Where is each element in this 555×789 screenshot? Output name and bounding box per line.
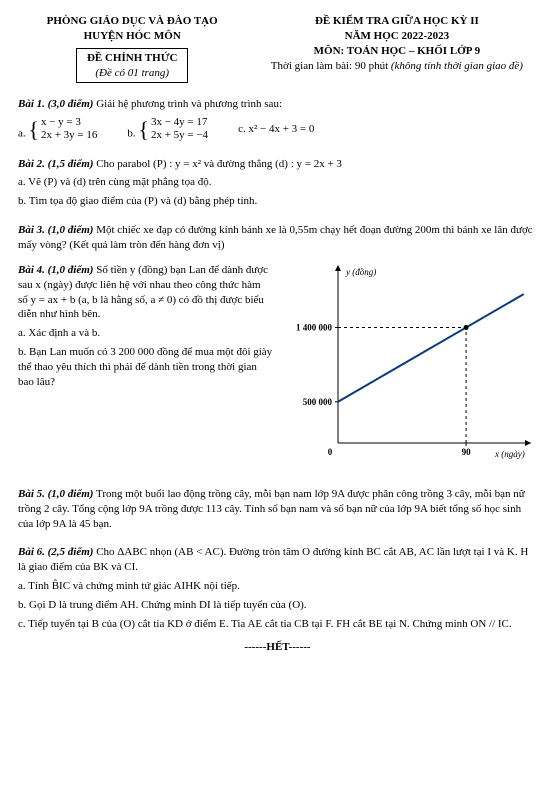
header-right: ĐỀ KIỂM TRA GIỮA HỌC KỲ II NĂM HỌC 2022-…	[257, 14, 537, 83]
bai-6: Bài 6. (2,5 điểm) Cho ΔABC nhọn (AB < AC…	[18, 545, 537, 631]
time-note: (không tính thời gian giao đề)	[391, 60, 523, 72]
bai2-a: a. Vẽ (P) và (d) trên cùng mặt phẳng tọa…	[18, 175, 537, 190]
exam-title-2: NĂM HỌC 2022-2023	[257, 29, 537, 44]
bai4-text: Bài 4. (1,0 điểm) Số tiền y (đồng) bạn L…	[18, 263, 273, 473]
org-line2: HUYỆN HÓC MÔN	[18, 29, 246, 44]
bai5-title: Bài 5. (1,0 điểm)	[18, 488, 93, 500]
bai4-b: b. Bạn Lan muốn có 3 200 000 đồng để mua…	[18, 345, 273, 390]
document-header: PHÒNG GIÁO DỤC VÀ ĐÀO TẠO HUYỆN HÓC MÔN …	[18, 14, 537, 83]
box-line1: ĐỀ CHÍNH THỨC	[87, 51, 177, 66]
bai3-prompt: Một chiếc xe đạp có đường kính bánh xe l…	[18, 224, 533, 251]
svg-text:90: 90	[461, 447, 471, 457]
svg-text:1 400 000: 1 400 000	[296, 322, 333, 332]
svg-text:y (đồng): y (đồng)	[345, 267, 376, 277]
footer-end: ------HẾT------	[18, 640, 537, 655]
bai1-b-label: b.	[127, 128, 135, 140]
exam-time: Thời gian làm bài: 90 phút (không tính t…	[257, 59, 537, 74]
official-box: ĐỀ CHÍNH THỨC (Đề có 01 trang)	[76, 48, 188, 84]
bai2-prompt: Cho parabol (P) : y = x² và đường thẳng …	[96, 158, 342, 170]
bai1-title: Bài 1. (3,0 điểm)	[18, 98, 93, 110]
svg-text:x (ngày): x (ngày)	[494, 449, 525, 459]
bai1-b-eq1: 3x − 4y = 17	[151, 116, 208, 129]
exam-title-1: ĐỀ KIỂM TRA GIỮA HỌC KỲ II	[257, 14, 537, 29]
bai1-a-label: a.	[18, 128, 26, 140]
bai-3: Bài 3. (1,0 điểm) Một chiếc xe đạp có đư…	[18, 223, 537, 253]
bai6-a: a. Tính B̂IC và chứng minh tứ giác AIHK …	[18, 579, 537, 594]
bai1-equations: a. { x − y = 3 2x + 3y = 16 b. { 3x − 4y…	[18, 116, 537, 142]
bai4-chart: y (đồng) x (ngày) 500 000 1 400 000 0 90	[283, 263, 538, 473]
org-line1: PHÒNG GIÁO DỤC VÀ ĐÀO TẠO	[18, 14, 246, 29]
exam-title-3: MÔN: TOÁN HỌC – KHỐI LỚP 9	[257, 44, 537, 59]
svg-text:0: 0	[327, 447, 332, 457]
bai1-c: c. x² − 4x + 3 = 0	[238, 122, 314, 137]
bai2-b: b. Tìm tọa độ giao điểm của (P) và (d) b…	[18, 194, 537, 209]
bai-2: Bài 2. (1,5 điểm) Cho parabol (P) : y = …	[18, 157, 537, 210]
bai6-c: c. Tiếp tuyến tại B của (O) cắt tia KD ở…	[18, 617, 537, 632]
brace-icon: {	[138, 120, 149, 140]
brace-icon: {	[28, 120, 39, 140]
bai4-title: Bài 4. (1,0 điểm)	[18, 264, 93, 276]
bai-4: Bài 4. (1,0 điểm) Số tiền y (đồng) bạn L…	[18, 263, 537, 473]
bai-1: Bài 1. (3,0 điểm) Giải hệ phương trình v…	[18, 97, 537, 142]
bai3-title: Bài 3. (1,0 điểm)	[18, 224, 93, 236]
bai1-prompt: Giải hệ phương trình và phương trình sau…	[96, 98, 282, 110]
bai6-b: b. Gọi D là trung điểm AH. Chứng minh DI…	[18, 598, 537, 613]
bai6-prompt: Cho ΔABC nhọn (AB < AC). Đường tròn tâm …	[18, 546, 528, 573]
time-text: Thời gian làm bài: 90 phút	[271, 60, 391, 72]
bai1-a-eq2: 2x + 3y = 16	[41, 129, 97, 142]
bai5-prompt: Trong một buổi lao động trồng cây, mỗi b…	[18, 488, 525, 530]
header-left: PHÒNG GIÁO DỤC VÀ ĐÀO TẠO HUYỆN HÓC MÔN …	[18, 14, 246, 83]
bai1-b: b. { 3x − 4y = 17 2x + 5y = −4	[127, 116, 208, 142]
svg-text:500 000: 500 000	[302, 397, 332, 407]
box-line2: (Đề có 01 trang)	[87, 66, 177, 81]
bai1-a: a. { x − y = 3 2x + 3y = 16	[18, 116, 97, 142]
bai1-a-eq1: x − y = 3	[41, 116, 97, 129]
bai4-a: a. Xác định a và b.	[18, 326, 273, 341]
bai1-b-eq2: 2x + 5y = −4	[151, 129, 208, 142]
bai2-title: Bài 2. (1,5 điểm)	[18, 158, 93, 170]
line-chart: y (đồng) x (ngày) 500 000 1 400 000 0 90	[283, 263, 533, 473]
bai6-title: Bài 6. (2,5 điểm)	[18, 546, 93, 558]
bai-5: Bài 5. (1,0 điểm) Trong một buổi lao độn…	[18, 487, 537, 532]
